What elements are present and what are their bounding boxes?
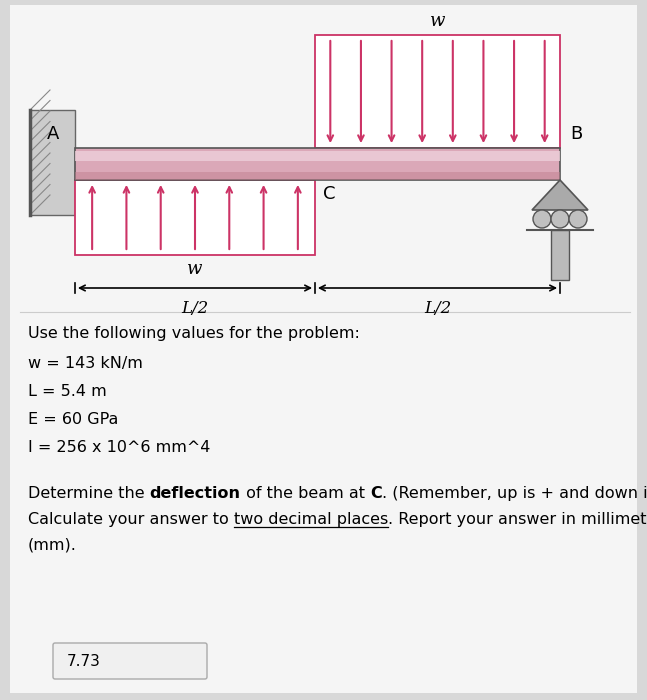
Text: L/2: L/2 [181,300,208,317]
Text: Use the following values for the problem:: Use the following values for the problem… [28,326,360,341]
Bar [551,230,569,280]
Bar [75,148,560,180]
Text: 7.73: 7.73 [67,654,101,668]
Text: of the beam at: of the beam at [241,486,370,501]
Text: C: C [323,185,336,203]
Bar [75,151,560,161]
Text: E = 60 GPa: E = 60 GPa [28,412,118,427]
Text: A: A [47,125,59,143]
Bar [30,110,75,215]
Text: w = 143 kN/m: w = 143 kN/m [28,356,143,371]
Bar [75,172,560,180]
Text: deflection: deflection [149,486,241,501]
Bar [315,35,560,148]
Text: B: B [570,125,582,143]
Text: Determine the: Determine the [28,486,149,501]
Text: L = 5.4 m: L = 5.4 m [28,384,107,399]
Text: Calculate your answer to: Calculate your answer to [28,512,234,527]
Text: w: w [430,12,445,30]
FancyBboxPatch shape [10,5,637,693]
Text: two decimal places: two decimal places [234,512,388,527]
Circle shape [569,210,587,228]
Text: (mm).: (mm). [28,538,77,553]
Text: I = 256 x 10^6 mm^4: I = 256 x 10^6 mm^4 [28,440,210,455]
Text: C: C [370,486,382,501]
Polygon shape [532,180,588,210]
Text: L/2: L/2 [424,300,451,317]
Circle shape [533,210,551,228]
Circle shape [551,210,569,228]
Text: w: w [188,260,203,278]
Bar [75,180,315,255]
Text: . (Remember, up is + and down is -.): . (Remember, up is + and down is -.) [382,486,647,501]
Text: . Report your answer in millimeters: . Report your answer in millimeters [388,512,647,527]
FancyBboxPatch shape [53,643,207,679]
